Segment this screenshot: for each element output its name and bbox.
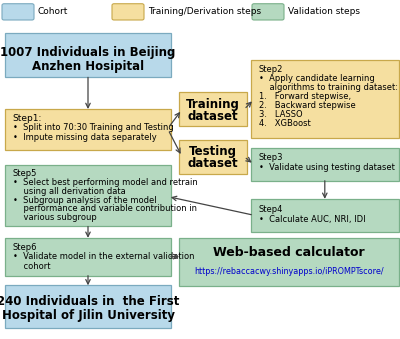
Text: algorithms to training dataset:: algorithms to training dataset: [259, 83, 398, 92]
FancyBboxPatch shape [179, 92, 247, 126]
FancyBboxPatch shape [179, 140, 247, 174]
Text: various subgroup: various subgroup [13, 213, 96, 222]
Text: https://rebaccacwy.shinyapps.io/iPROMPTscore/: https://rebaccacwy.shinyapps.io/iPROMPTs… [194, 267, 384, 276]
Text: Step4: Step4 [259, 205, 283, 214]
FancyBboxPatch shape [5, 109, 171, 150]
Text: using all derivation data: using all derivation data [13, 187, 126, 196]
Text: •  Calculate AUC, NRI, IDI: • Calculate AUC, NRI, IDI [259, 215, 366, 224]
FancyBboxPatch shape [179, 238, 399, 286]
Text: •  Subgroup analysis of the model: • Subgroup analysis of the model [13, 196, 156, 204]
Text: Web-based calculator: Web-based calculator [213, 246, 365, 259]
Text: Hospital of Jilin University: Hospital of Jilin University [2, 309, 174, 322]
Text: Cohort: Cohort [38, 7, 68, 16]
Text: dataset: dataset [188, 110, 238, 123]
FancyBboxPatch shape [5, 238, 171, 276]
Text: cohort: cohort [13, 262, 50, 271]
FancyBboxPatch shape [2, 4, 34, 20]
FancyBboxPatch shape [5, 165, 171, 226]
FancyBboxPatch shape [251, 148, 399, 181]
FancyBboxPatch shape [5, 285, 171, 328]
Text: Training: Training [186, 98, 240, 111]
Text: 240 Individuals in  the First: 240 Individuals in the First [0, 295, 179, 307]
FancyBboxPatch shape [5, 33, 171, 77]
Text: Validation steps: Validation steps [288, 7, 360, 16]
Text: 1.   Forward stepwise,: 1. Forward stepwise, [259, 92, 351, 101]
Text: dataset: dataset [188, 157, 238, 170]
Text: •  Impute missing data separately: • Impute missing data separately [13, 133, 156, 142]
Text: 3.   LASSO: 3. LASSO [259, 110, 302, 119]
Text: 2.   Backward stepwise: 2. Backward stepwise [259, 101, 356, 109]
Text: Step6: Step6 [13, 243, 37, 252]
Text: Step2: Step2 [259, 65, 283, 74]
FancyBboxPatch shape [112, 4, 144, 20]
Text: •  Validate using testing dataset: • Validate using testing dataset [259, 163, 395, 172]
Text: •  Validate model in the external validation: • Validate model in the external validat… [13, 252, 194, 261]
Text: Step3: Step3 [259, 153, 283, 162]
Text: •  Select best performing model and retrain: • Select best performing model and retra… [13, 178, 198, 187]
Text: Training/Derivation steps: Training/Derivation steps [148, 7, 261, 16]
Text: performance and variable contribution in: performance and variable contribution in [13, 204, 197, 213]
Text: Step1:: Step1: [13, 114, 42, 123]
Text: Step5: Step5 [13, 169, 37, 178]
Text: •  Apply candidate learning: • Apply candidate learning [259, 74, 374, 83]
Text: 4.   XGBoost: 4. XGBoost [259, 119, 310, 128]
Text: Anzhen Hosipital: Anzhen Hosipital [32, 60, 144, 73]
Text: 1007 Individuals in Beijing: 1007 Individuals in Beijing [0, 46, 176, 59]
FancyBboxPatch shape [251, 60, 399, 138]
FancyBboxPatch shape [251, 199, 399, 232]
FancyBboxPatch shape [252, 4, 284, 20]
Text: Testing: Testing [189, 145, 237, 158]
Text: •  Split into 70:30 Training and Testing: • Split into 70:30 Training and Testing [13, 123, 174, 132]
